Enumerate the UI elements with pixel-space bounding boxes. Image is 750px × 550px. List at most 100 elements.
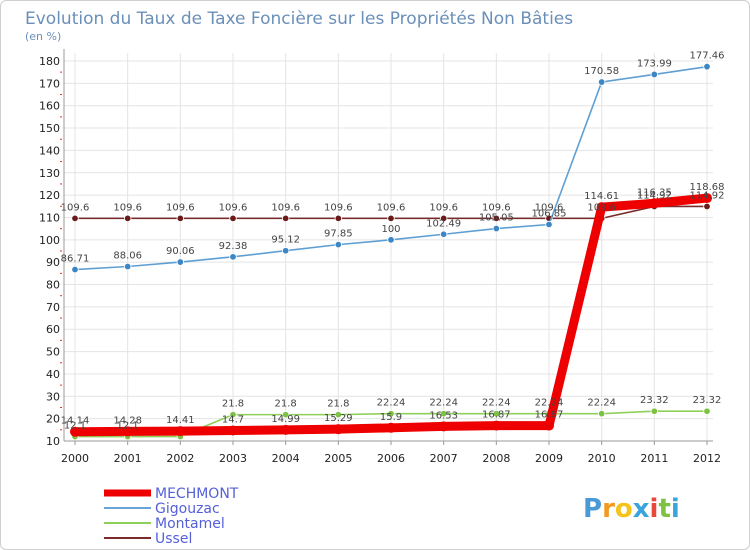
data-label-gigouzac: 177.46 — [690, 51, 725, 62]
data-point-mechmont — [122, 426, 133, 437]
y-tick-label: 20 — [46, 413, 60, 426]
data-label-ussel: 109.6 — [482, 202, 511, 213]
data-point-montamel — [229, 410, 237, 419]
data-label-gigouzac: 92.38 — [219, 241, 248, 252]
data-label-montamel: 12.1 — [64, 421, 86, 432]
data-label-ussel: 109.6 — [535, 202, 564, 213]
logo-letter: o — [615, 494, 633, 524]
logo-letter: t — [658, 494, 670, 524]
data-label-mechmont: 14.7 — [222, 414, 244, 425]
data-point-ussel — [281, 214, 290, 223]
data-label-gigouzac: 90.06 — [166, 246, 195, 257]
data-label-mechmont: 14.41 — [166, 415, 195, 426]
y-tick-label: 30 — [46, 390, 60, 403]
data-label-ussel: 114.92 — [637, 190, 672, 201]
x-tick-label: 2009 — [535, 452, 563, 465]
y-tick-label: 120 — [39, 189, 60, 202]
x-tick-label: 2011 — [640, 452, 668, 465]
data-point-gigouzac — [650, 70, 659, 79]
data-label-ussel: 109.6 — [271, 202, 300, 213]
x-tick-label: 2004 — [272, 452, 300, 465]
data-label-gigouzac: 86.71 — [61, 254, 90, 265]
data-label-montamel: 22.24 — [535, 398, 564, 409]
data-label-ussel: 109.6 — [166, 202, 195, 213]
data-point-gigouzac — [281, 247, 290, 255]
data-label-ussel: 109.6 — [113, 202, 142, 213]
data-label-gigouzac: 170.58 — [584, 66, 619, 77]
data-point-mechmont — [544, 420, 554, 431]
data-label-ussel: 109.6 — [587, 202, 616, 213]
x-tick-label: 2006 — [377, 452, 405, 465]
data-label-mechmont: 14.14 — [61, 416, 90, 427]
data-label-montamel: 21.8 — [327, 399, 349, 410]
data-label-gigouzac: 105.05 — [479, 213, 514, 224]
x-tick-label: 2012 — [693, 452, 721, 465]
legend-label-montamel: Montamel — [155, 516, 225, 532]
data-point-mechmont — [175, 426, 186, 437]
data-point-ussel — [703, 202, 711, 211]
data-label-ussel: 109.6 — [377, 202, 406, 213]
axes: 10 20 30 40 50 60 70 80 90 100 110 120 130 140 150 160 1… — [39, 49, 721, 465]
data-point-gigouzac — [176, 258, 185, 266]
data-label-gigouzac: 100 — [381, 224, 400, 235]
data-label-ussel: 109.6 — [219, 202, 248, 213]
data-label-montamel: 22.24 — [587, 398, 616, 409]
y-tick-label: 10 — [46, 435, 60, 448]
data-label-mechmont: 14.28 — [113, 415, 142, 426]
data-label-montamel: 22.24 — [429, 398, 458, 409]
y-tick-label: 80 — [46, 279, 60, 292]
data-point-gigouzac — [545, 220, 553, 229]
x-tick-label: 2001 — [114, 452, 142, 465]
data-point-montamel — [334, 410, 343, 419]
data-point-montamel — [650, 407, 659, 415]
x-tick-label: 2002 — [166, 452, 194, 465]
data-label-gigouzac: 106.85 — [532, 209, 567, 220]
data-point-ussel — [334, 214, 343, 223]
data-point-ussel — [492, 214, 501, 223]
data-point-montamel — [387, 409, 395, 418]
data-point-ussel — [229, 214, 237, 223]
data-point-gigouzac — [387, 236, 395, 244]
chart-title: Evolution du Taux de Taxe Foncière sur l… — [25, 9, 573, 29]
data-point-mechmont — [333, 424, 344, 435]
y-tick-label: 140 — [39, 144, 60, 157]
x-tick-label: 2003 — [219, 452, 247, 465]
data-label-ussel: 114.92 — [690, 190, 725, 201]
data-point-ussel — [439, 214, 448, 223]
logo-letter: P — [583, 494, 602, 524]
data-label-ussel: 109.6 — [61, 202, 90, 213]
y-tick-label: 60 — [46, 323, 60, 336]
data-point-gigouzac — [123, 262, 132, 271]
data-point-mechmont — [280, 424, 291, 435]
data-label-mechmont: 116.35 — [637, 187, 672, 198]
y-tick-label: 150 — [39, 122, 60, 135]
y-tick-label: 160 — [39, 100, 60, 113]
data-label-mechmont: 15.29 — [324, 413, 353, 424]
data-point-gigouzac — [71, 265, 79, 274]
x-tick-label: 2007 — [430, 452, 458, 465]
data-label-mechmont: 16.87 — [482, 410, 511, 421]
data-label-montamel: 22.24 — [482, 398, 511, 409]
x-tick-label: 2010 — [588, 452, 616, 465]
data-point-montamel — [439, 409, 448, 418]
legend-label-gigouzac: Gigouzac — [155, 501, 220, 517]
data-label-mechmont: 16.87 — [535, 410, 564, 421]
series-group — [70, 62, 712, 441]
y-tick-label: 110 — [39, 211, 60, 224]
data-label-mechmont: 15.9 — [380, 412, 402, 423]
proxiti-logo: Proxiti — [583, 494, 680, 524]
data-point-gigouzac — [703, 62, 711, 71]
data-label-gigouzac: 97.85 — [324, 229, 353, 240]
x-tick-label: 2005 — [324, 452, 352, 465]
logo-letter: i — [650, 494, 659, 524]
data-point-mechmont — [596, 202, 607, 213]
data-label-gigouzac: 173.99 — [637, 58, 672, 69]
data-label-ussel: 109.6 — [324, 202, 353, 213]
y-tick-label: 170 — [39, 77, 60, 90]
grid — [64, 53, 713, 442]
y-tick-label: 90 — [46, 256, 60, 269]
y-tick-label: 50 — [46, 346, 60, 359]
data-point-montamel — [492, 409, 501, 418]
data-label-montamel: 21.8 — [275, 399, 297, 410]
y-tick-label: 100 — [39, 234, 60, 247]
